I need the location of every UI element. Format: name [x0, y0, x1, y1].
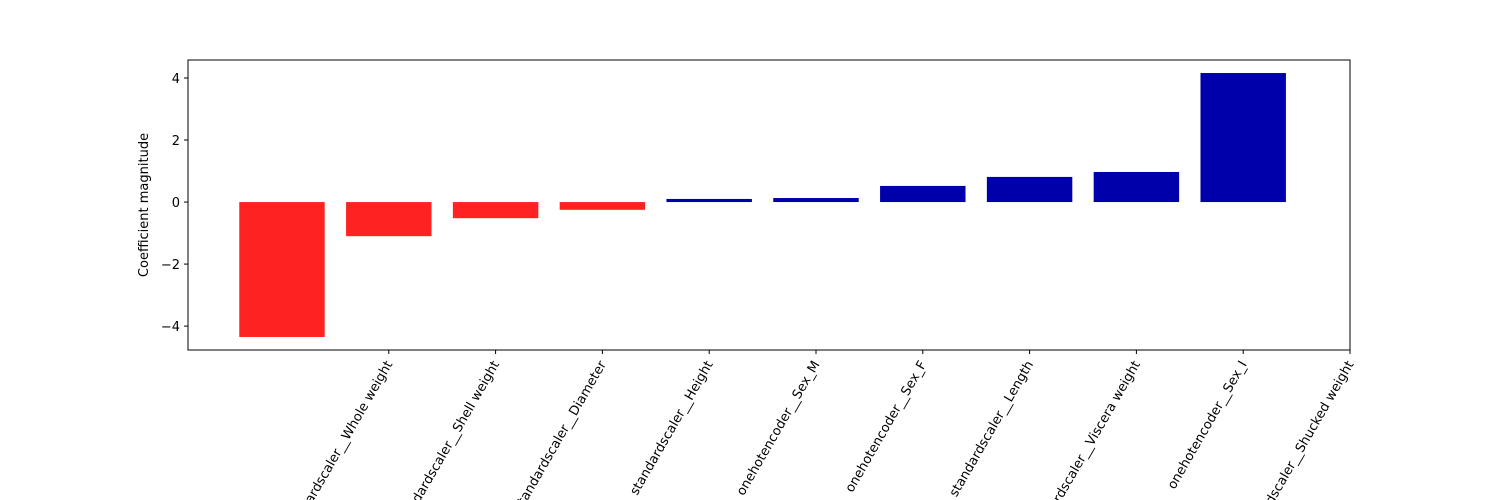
bar	[346, 202, 432, 237]
bar	[986, 176, 1073, 203]
plot-frame	[187, 59, 1351, 351]
x-tick-label: onehotencoder__Sex_F	[843, 359, 931, 496]
y-tick-label: −4	[161, 320, 180, 335]
bar	[559, 202, 646, 210]
bar	[452, 202, 539, 219]
y-tick-label: 0	[172, 196, 180, 211]
bar	[773, 198, 859, 203]
x-tick-label: onehotencoder__Sex_I	[1165, 359, 1251, 492]
y-tick-label: 4	[172, 72, 180, 87]
bar	[666, 198, 752, 203]
x-tick-label: standardscaler__Length	[947, 359, 1037, 500]
x-tick-label: standardscaler__Shell weight	[395, 359, 503, 500]
y-axis-label: Coefficient magnitude	[137, 133, 152, 277]
y-tick-label: −2	[161, 258, 180, 273]
bar	[239, 202, 325, 337]
x-tick-label: standardscaler__Viscera weight	[1028, 359, 1143, 500]
bar	[1093, 171, 1180, 203]
x-tick-label: standardscaler__Height	[627, 359, 716, 499]
y-tick-label: 2	[172, 134, 180, 149]
x-tick-label: standardscaler__Whole weight	[284, 358, 396, 500]
bar	[1200, 73, 1286, 203]
x-tick-label: onehotencoder__Sex_M	[734, 359, 823, 499]
bar	[880, 185, 966, 203]
x-tick-label: standardscaler__Diameter	[512, 358, 610, 500]
x-tick-label: standardscaler__Shucked weight	[1238, 359, 1357, 500]
